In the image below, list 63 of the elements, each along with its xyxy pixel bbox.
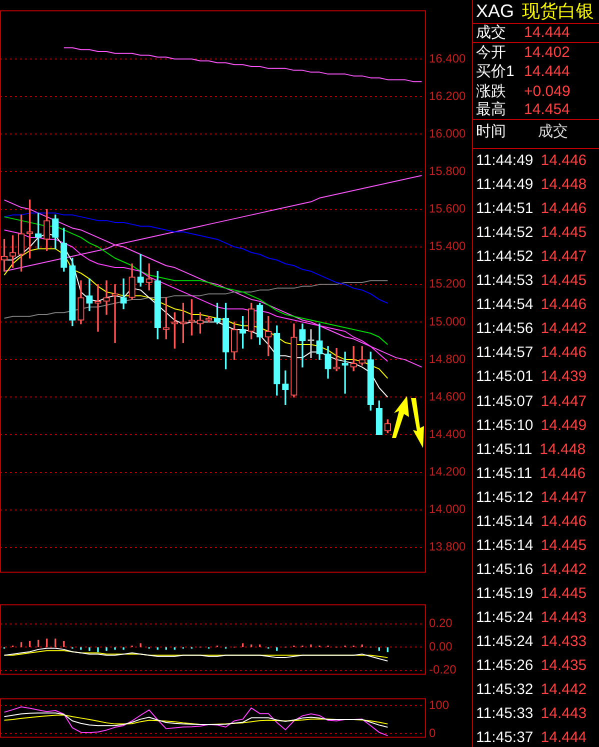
text: 11:45:33 14.443 — [476, 705, 587, 722]
y-tick-label: 0.00 — [429, 639, 453, 654]
text: 11:44:56 14.442 — [476, 320, 587, 338]
text: 11:45:01 14.439 — [476, 368, 587, 386]
text: 最高 — [476, 100, 506, 120]
text: 现货白银 — [522, 1, 594, 21]
y-tick-label: 16.400 — [429, 51, 466, 66]
text: +0.049 — [524, 82, 570, 102]
text: 11:45:10 14.449 — [476, 416, 587, 434]
y-tick-label: 15.600 — [429, 202, 466, 216]
text: 11:44:53 14.445 — [476, 272, 587, 290]
y-tick-label: 14.400 — [429, 427, 466, 441]
y-tick-label: 14.600 — [429, 389, 466, 404]
y-tick-label: -0.20 — [429, 662, 457, 677]
text: 11:44:57 14.446 — [476, 344, 587, 362]
candlestick — [86, 278, 93, 312]
text: 11:45:16 14.442 — [476, 560, 587, 578]
text: 11:44:51 14.446 — [476, 200, 587, 218]
text: 14.402 — [524, 43, 570, 63]
candlestick — [103, 280, 110, 315]
text: 成交 — [538, 122, 568, 142]
text: 11:45:37 14.444 — [476, 729, 587, 746]
y-tick-label: 14.800 — [429, 352, 466, 366]
text: 11:45:11 14.446 — [476, 464, 586, 482]
text: 11:45:14 14.446 — [476, 512, 587, 530]
text: 成交 — [476, 23, 506, 43]
y-tick-label: 0 — [429, 726, 436, 740]
y-tick-label: 14.000 — [429, 502, 466, 516]
text: 11:45:19 14.445 — [476, 584, 587, 602]
y-tick-label: 16.000 — [429, 126, 466, 140]
text: 11:44:52 14.447 — [476, 248, 587, 266]
text: 14.454 — [524, 100, 570, 120]
text: 11:44:49 14.448 — [476, 176, 587, 194]
text: 11:45:12 14.447 — [476, 488, 587, 506]
text: 11:45:26 14.435 — [476, 657, 587, 674]
text: 14.444 — [524, 23, 570, 43]
text: 涨跌 — [476, 82, 506, 101]
text: 11:45:32 14.442 — [476, 681, 587, 698]
y-tick-label: 100 — [429, 698, 450, 712]
text: 11:45:24 14.433 — [476, 633, 587, 650]
text: 买价1 — [476, 62, 514, 82]
text: 11:45:24 14.443 — [476, 608, 587, 626]
text: 时间 — [476, 122, 506, 142]
y-tick-label: 0.20 — [429, 616, 453, 630]
candlestick — [333, 348, 340, 372]
candlestick — [120, 278, 127, 310]
y-tick-label: 16.200 — [429, 88, 466, 103]
y-tick-label: 15.000 — [429, 314, 466, 328]
y-tick-label: 13.800 — [429, 540, 466, 554]
text: 11:44:52 14.445 — [476, 224, 587, 242]
text: 11:44:49 14.446 — [476, 152, 587, 169]
text: 11:45:07 14.447 — [476, 392, 587, 410]
text: 11:45:11 14.448 — [476, 440, 586, 458]
y-tick-label: 15.800 — [429, 164, 466, 178]
y-tick-label: 15.400 — [429, 239, 466, 254]
text: 今开 — [476, 43, 506, 63]
text: 11:44:54 14.446 — [476, 296, 587, 314]
text: XAG — [476, 1, 514, 21]
y-tick-label: 14.200 — [429, 464, 466, 479]
y-tick-label: 15.200 — [429, 276, 466, 291]
candlestick — [282, 370, 289, 405]
text: 11:45:14 14.445 — [476, 536, 587, 554]
text: 14.444 — [524, 62, 570, 82]
